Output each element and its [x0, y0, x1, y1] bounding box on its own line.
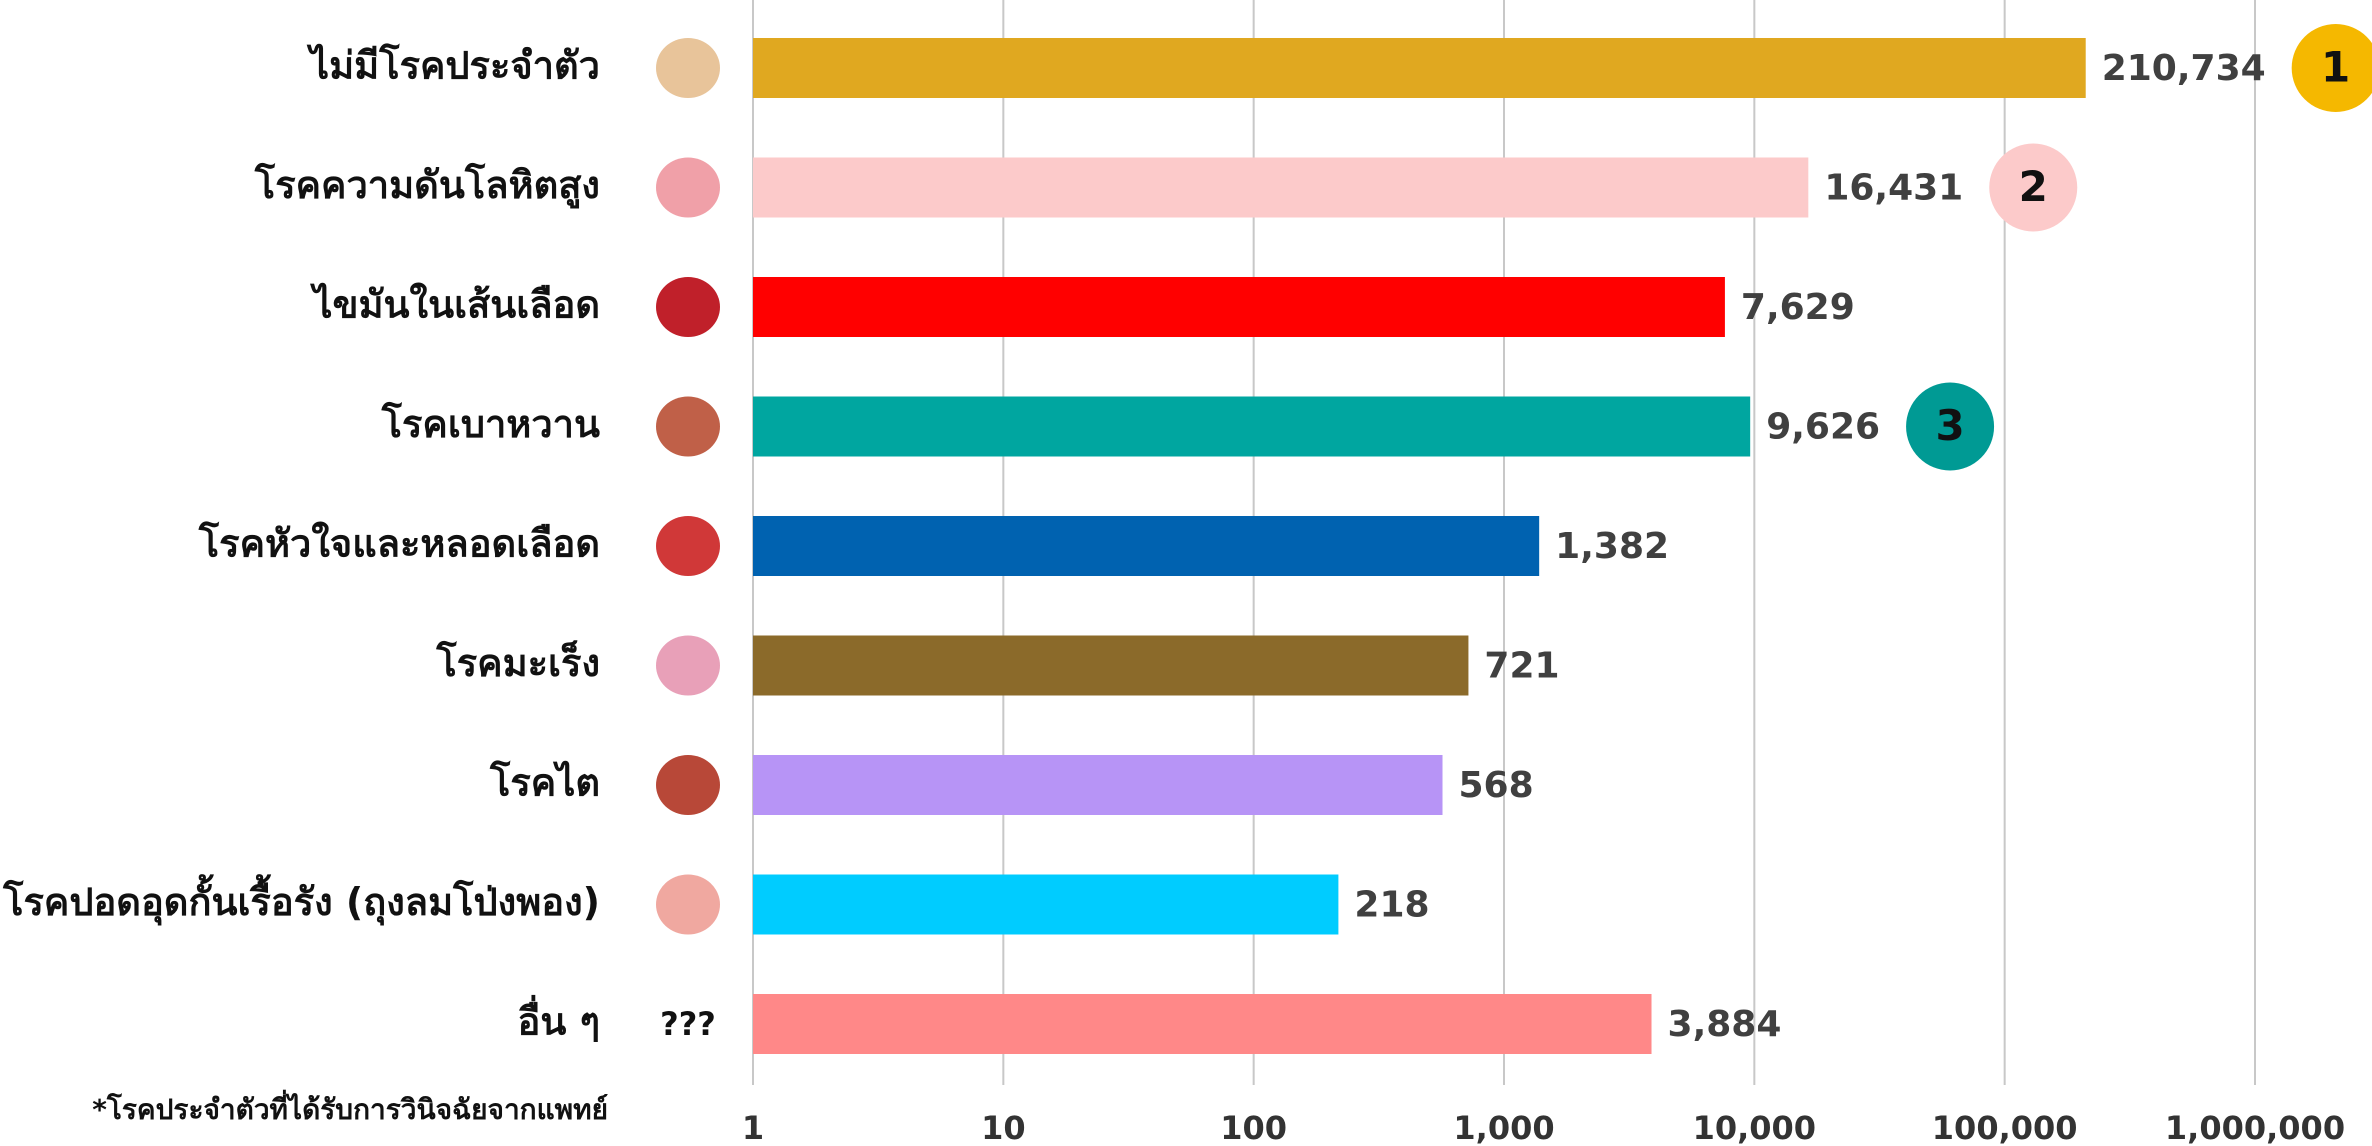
category-icon — [656, 397, 720, 457]
bar — [753, 38, 2086, 98]
category-label: โรคไต — [489, 760, 600, 805]
category-icon — [656, 277, 720, 337]
category-label: โรคมะเร็ง — [435, 640, 600, 685]
category-label: โรคความดันโลหิตสูง — [254, 162, 600, 209]
bar — [753, 994, 1652, 1054]
category-icon — [656, 636, 720, 696]
category-label: โรคเบาหวาน — [381, 401, 600, 446]
category-icon — [656, 158, 720, 218]
x-tick-label: 10 — [981, 1109, 1026, 1146]
category-label: อื่น ๆ — [518, 995, 600, 1044]
value-label: 568 — [1459, 765, 1534, 806]
category-label: ไม่มีโรคประจำตัว — [306, 43, 600, 88]
rank-label: 2 — [2019, 162, 2048, 211]
rank-label: 1 — [2321, 43, 2350, 92]
value-label: 1,382 — [1555, 526, 1669, 567]
footnote: *โรคประจำตัวที่ได้รับการวินิจฉัยจากแพทย์ — [92, 1089, 608, 1126]
value-label: 16,431 — [1824, 168, 1963, 209]
x-tick-label: 1,000,000 — [2165, 1109, 2345, 1146]
value-label: 210,734 — [2102, 48, 2266, 89]
value-label: 3,884 — [1668, 1004, 1782, 1045]
category-icon — [656, 516, 720, 576]
category-icon — [656, 875, 720, 935]
x-tick-label: 1 — [742, 1109, 764, 1146]
bar — [753, 875, 1338, 935]
category-label: โรคหัวใจและหลอดเลือด — [198, 521, 600, 566]
x-tick-label: 10,000 — [1693, 1109, 1816, 1146]
bar — [753, 397, 1750, 457]
category-icon — [656, 755, 720, 815]
bar — [753, 636, 1468, 696]
x-tick-label: 100 — [1220, 1109, 1287, 1146]
icon-text: ??? — [660, 1005, 716, 1043]
bar — [753, 755, 1443, 815]
value-label: 218 — [1354, 885, 1429, 926]
category-label: ไขมันในเส้นเลือด — [309, 283, 600, 327]
category-label: โรคปอดอุดกั้นเรื้อรัง (ถุงลมโป่งพอง) — [2, 874, 600, 926]
x-tick-label: 100,000 — [1932, 1109, 2078, 1146]
rank-label: 3 — [1935, 401, 1964, 450]
value-label: 721 — [1484, 646, 1559, 687]
chart: *โรคประจำตัวที่ได้รับการวินิจฉัยจากแพทย์… — [0, 0, 2372, 1146]
value-label: 7,629 — [1741, 287, 1855, 328]
bar — [753, 277, 1725, 337]
category-icon — [656, 38, 720, 98]
bar — [753, 516, 1539, 576]
x-tick-label: 1,000 — [1453, 1109, 1554, 1146]
value-label: 9,626 — [1766, 407, 1880, 448]
bar — [753, 158, 1808, 218]
